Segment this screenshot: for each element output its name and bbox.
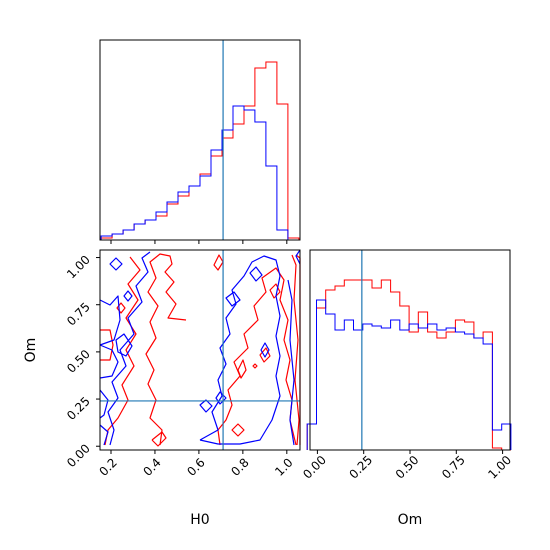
contour-y-tick-label: 0.00: [64, 441, 93, 470]
contour-red-3: [151, 431, 167, 447]
contour-red-12: [295, 254, 301, 445]
contour-red-1: [104, 256, 141, 446]
contour-blue-20: [99, 389, 109, 419]
contour-blue-25: [225, 291, 241, 307]
contour-x-tick-label: 0.4: [140, 455, 163, 478]
contour-red-2: [145, 253, 187, 446]
x-axis-label-h0: H0: [190, 512, 209, 528]
y-axis-label-om: Om: [23, 338, 39, 363]
contour-y-tick-label: 0.50: [64, 347, 93, 376]
contour-x-tick-label: 1.0: [272, 455, 295, 478]
contour-blue-14: [99, 295, 121, 346]
om-marginal-panel: 0.00 0.25 0.50 0.75 1.00 Om: [300, 249, 514, 528]
om-histogram-series: [306, 279, 512, 451]
contour-y-tick-label: 0.75: [64, 300, 93, 329]
h0-histogram-series: [100, 61, 300, 241]
om-x-tick-label: 0.50: [393, 453, 422, 482]
h0-om-contour-panel: 0.2 0.4 0.6 0.8 1.0 0.000.250.500.751.00 H0 …: [23, 249, 301, 528]
contour-blue-15: [99, 344, 119, 379]
h0-histogram-blue: [100, 105, 299, 241]
om-x-tick-label: 0.00: [300, 453, 329, 482]
contour-red-7: [231, 423, 245, 437]
contour-x-tick-label: 0.2: [96, 455, 119, 478]
contour-red-0: [100, 329, 114, 361]
h0-histogram-red: [100, 61, 300, 240]
contour-red-9: [259, 347, 271, 363]
contour-blue-23: [199, 399, 213, 413]
contour-x-ticks: 0.2 0.4 0.6 0.8 1.0: [96, 450, 296, 479]
contour-blue-22: [199, 255, 281, 445]
contour-blue-24: [215, 391, 227, 405]
contour-y-tick-label: 0.25: [64, 394, 93, 423]
contour-blue-18: [123, 290, 133, 302]
contour-x-tick-label: 0.8: [228, 455, 251, 478]
contour-red-11: [291, 254, 300, 446]
om-marginal-ticks: 0.00 0.25 0.50 0.75 1.00: [300, 450, 514, 482]
contour-lines: [99, 249, 301, 447]
h0-marginal-panel: [99, 39, 301, 244]
contour-x-tick-label: 0.6: [184, 455, 207, 478]
om-x-tick-label: 0.25: [346, 453, 375, 482]
truth-crosshair: [100, 250, 300, 450]
contour-blue-28: [287, 279, 295, 446]
contour-blue-19: [109, 257, 123, 271]
om-histogram-blue: [306, 299, 512, 450]
contour-blue-16: [107, 251, 151, 446]
contour-red-8: [237, 359, 247, 379]
om-marginal-frame: [309, 249, 511, 451]
contour-blue-29: [295, 249, 301, 265]
om-x-tick-label: 0.75: [439, 453, 468, 482]
x-axis-label-om: Om: [398, 512, 423, 528]
h0-marginal-ticks: [110, 240, 288, 244]
om-x-tick-label: 1.00: [485, 453, 514, 482]
contour-frame: [99, 249, 301, 451]
contour-blue-21: [99, 424, 109, 446]
contour-red-10: [269, 283, 281, 299]
contour-red-5: [213, 254, 224, 271]
contour-blue-17: [115, 333, 133, 357]
contour-blue-26: [249, 266, 263, 282]
contour-blue-27: [260, 342, 270, 358]
contour-red-6: [217, 267, 297, 446]
h0-marginal-frame: [99, 39, 301, 241]
om-histogram-red: [306, 279, 511, 451]
contour-y-ticks: 0.00 0.25 0.50 0.75 1.00: [64, 253, 100, 470]
contour-y-tick-label: 1.00: [64, 253, 93, 282]
contour-red-13: [252, 363, 258, 369]
